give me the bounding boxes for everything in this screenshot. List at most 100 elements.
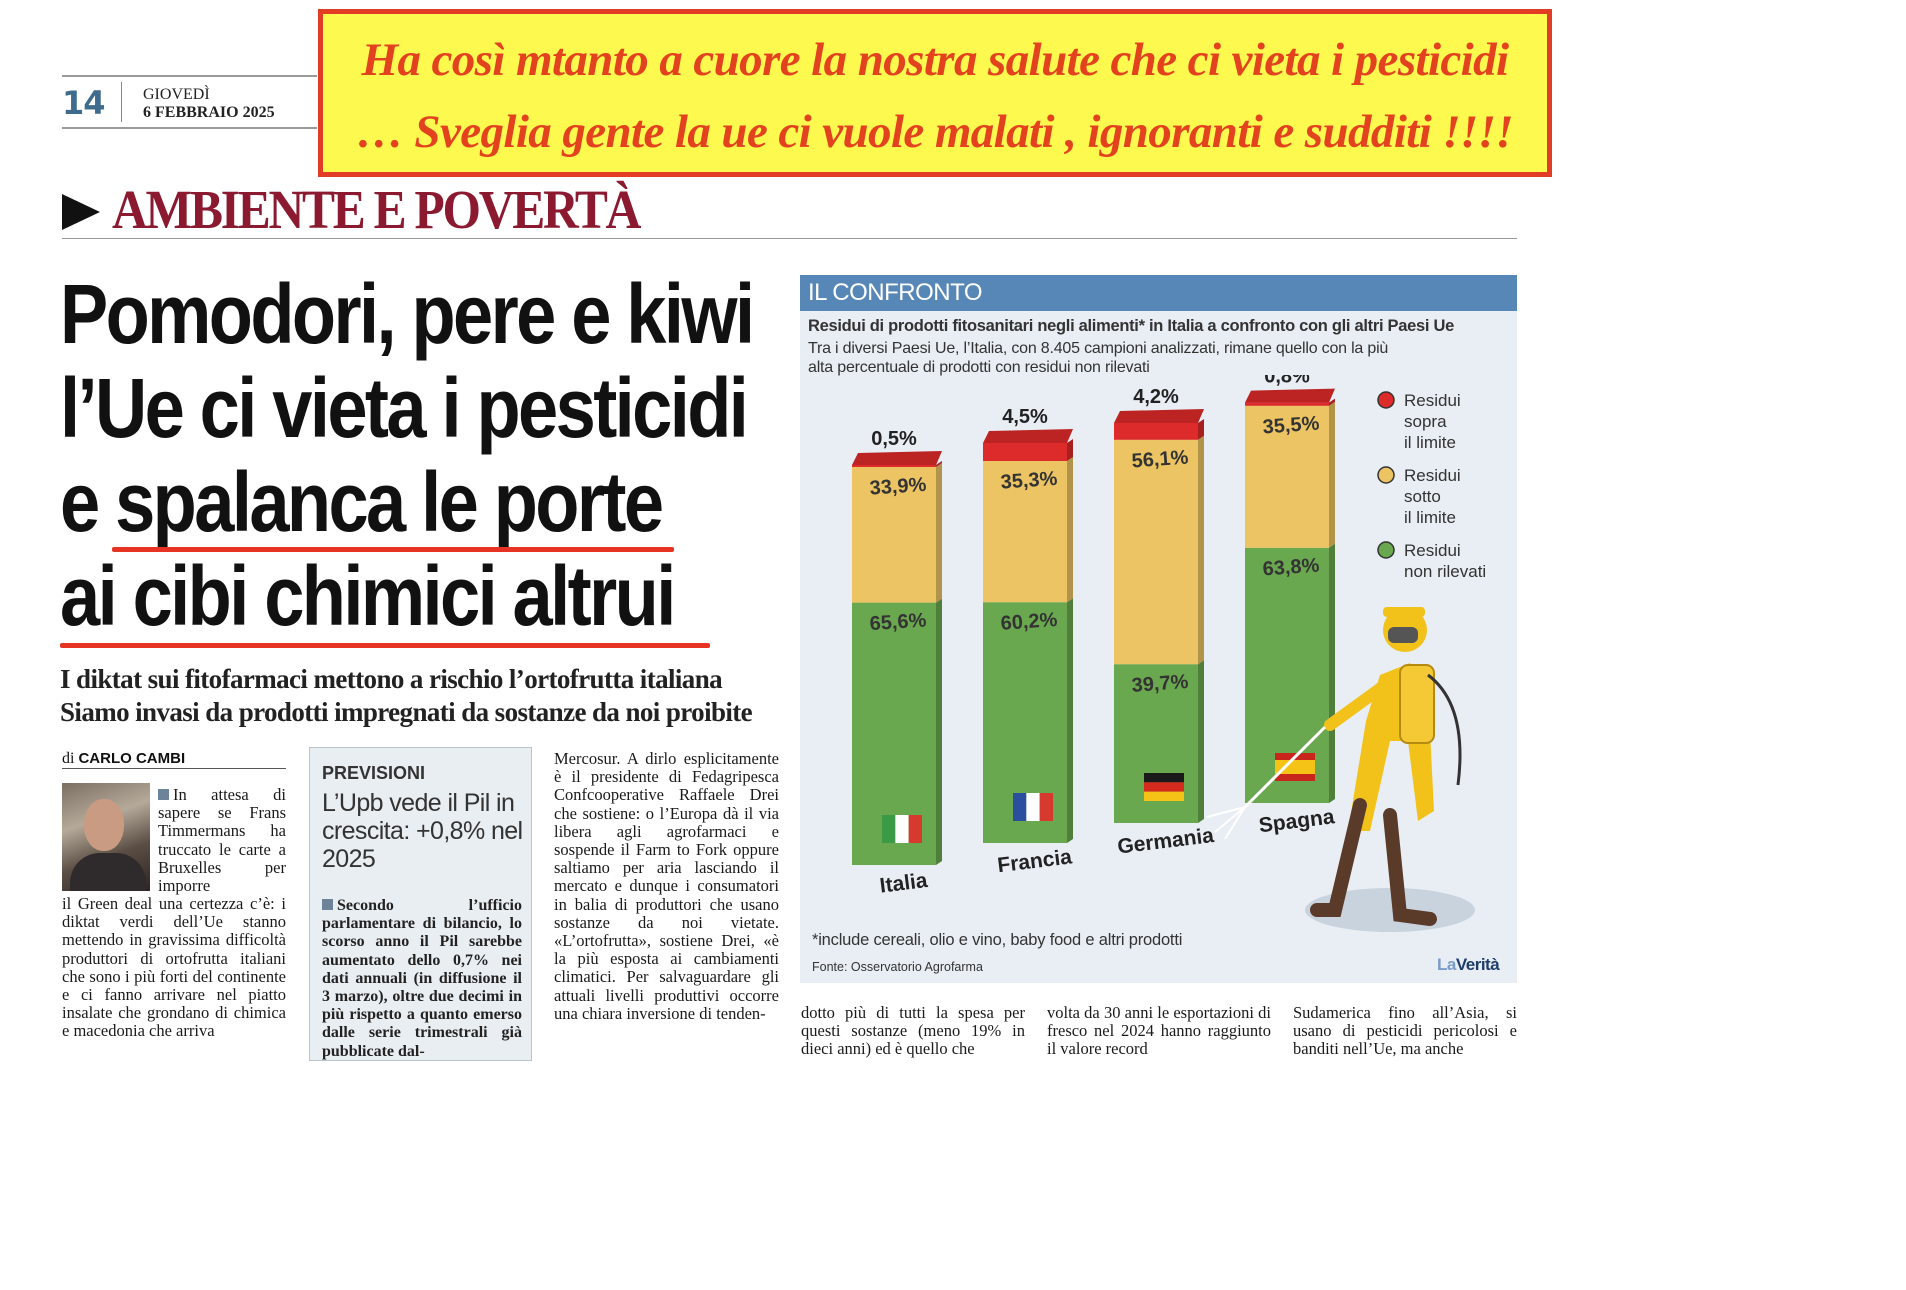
category-label-germania: Germania [1116, 824, 1215, 859]
bar-segment-spagna-2 [1245, 402, 1329, 406]
sidebar-label: PREVISIONI [322, 763, 426, 783]
legend-label-0-2: il limite [1404, 433, 1456, 452]
paragraph-marker-icon [158, 789, 169, 800]
legend-swatch-2 [1377, 541, 1395, 559]
article-column-4: dotto più di tutti la spesa per questi s… [801, 1003, 1025, 1059]
flag-stripe-italia [908, 815, 922, 843]
infographic-label: IL CONFRONTO [808, 279, 983, 306]
bar-top-germania [1114, 409, 1204, 423]
section-rule [62, 238, 1517, 239]
flag-stripe-germania [1144, 782, 1184, 792]
category-label-francia: Francia [996, 845, 1073, 877]
section-title: AMBIENTE E POVERTÀ [112, 179, 641, 240]
bar-segment-spagna-1 [1245, 405, 1329, 548]
legend-swatch-1 [1377, 466, 1395, 484]
flag-stripe-italia [882, 815, 896, 843]
bar-side-italia-1 [936, 463, 942, 603]
byline-prefix: di [62, 750, 75, 767]
infographic-header-bar [800, 275, 1517, 311]
data-label-spagna-2: 0,8% [1264, 375, 1310, 388]
article-column-5: volta da 30 anni le esportazioni di fres… [1047, 1003, 1271, 1059]
legend-label-0-1: sopra [1404, 412, 1447, 431]
subheadline-line-1: I diktat sui fitofarmaci mettono a risch… [60, 664, 723, 694]
legend-label-2-1: non rilevati [1404, 562, 1486, 581]
data-label-italia-1: 33,9% [869, 474, 927, 500]
flag-stripe-francia [1039, 793, 1053, 821]
page-number: 14 [62, 84, 106, 122]
article-column-3: Mercosur. A dirlo esplicitamente è il pr… [554, 749, 779, 1023]
legend-label-2-0: Residui [1404, 541, 1461, 560]
overlay-banner: Ha così mtanto a cuore la nostra salute … [318, 9, 1552, 177]
byline-author: CARLO CAMBI [78, 750, 186, 767]
header-top-rule [62, 75, 317, 77]
subheadline-line-2: Siamo invasi da prodotti impregnati da s… [60, 697, 753, 727]
data-label-francia-2: 4,5% [1002, 406, 1048, 428]
bar-segment-italia-1 [852, 467, 936, 603]
stacked-bar-chart: 65,6% 33,9% 0,5% Italia 60,2% 35,3% 4,5% Franci… [852, 375, 1486, 932]
data-label-germania-0: 39,7% [1131, 671, 1189, 697]
data-label-spagna-0: 63,8% [1262, 555, 1320, 581]
bar-top-spagna [1245, 388, 1335, 403]
banner-line-2: … Sveglia gente la ue ci vuole malati , … [356, 106, 1514, 158]
bar-segment-francia-1 [983, 461, 1067, 603]
paragraph-marker-icon [322, 899, 333, 910]
bar-segment-francia-2 [983, 443, 1067, 461]
headline-underline-1 [112, 547, 674, 552]
data-label-germania-1: 56,1% [1131, 447, 1189, 473]
data-label-francia-1: 35,3% [1000, 468, 1058, 494]
header-separator [121, 82, 122, 122]
header-day: GIOVEDÌ [143, 86, 210, 103]
legend-label-1-2: il limite [1404, 508, 1456, 527]
headline-underline-2 [60, 643, 710, 648]
sidebar-body: Secondo l’ufficio parlamentare di bilanc… [322, 897, 522, 1060]
headline-line-3: e spalanca le porte [60, 455, 664, 549]
data-label-italia-2: 0,5% [871, 428, 917, 450]
chart-title: Residui di prodotti fitosanitari negli a… [808, 317, 1454, 335]
byline: di CARLO CAMBI [62, 750, 185, 768]
bar-side-germania-2 [1198, 419, 1204, 440]
header-date: 6 FEBBRAIO 2025 [143, 104, 275, 121]
category-label-spagna: Spagna [1258, 805, 1336, 837]
bar-side-spagna-2 [1329, 398, 1335, 406]
headline-line-2: l’Ue ci vieta i pesticidi [60, 361, 749, 455]
bar-side-francia-1 [1067, 457, 1073, 603]
bar-segment-germania-2 [1114, 423, 1198, 440]
article-column-1: il Green deal una certezza c’è: i diktat… [62, 894, 286, 1041]
sprayer-worker-illustration [1206, 607, 1475, 932]
legend-label-1-0: Residui [1404, 466, 1461, 485]
author-photo [62, 783, 150, 891]
sidebar-box [309, 747, 532, 1061]
chart-subtitle-line-1: Tra i diversi Paesi Ue, l’Italia, con 8.… [808, 340, 1389, 357]
flag-stripe-francia [1026, 793, 1040, 821]
data-label-italia-0: 65,6% [869, 609, 927, 635]
chart-source: Fonte: Osservatorio Agrofarma [812, 960, 983, 974]
chart-subtitle-line-2: alta percentuale di prodotti con residui… [808, 359, 1150, 376]
bar-side-spagna-1 [1329, 401, 1335, 548]
legend-label-0-0: Residui [1404, 391, 1461, 410]
header-bottom-rule [62, 127, 317, 129]
article-column-6: Sudamerica fino all’Asia, si usano di pe… [1293, 1003, 1517, 1059]
category-label-italia: Italia [878, 869, 929, 898]
chart-footnote: *include cereali, olio e vino, baby food… [812, 931, 1183, 949]
bar-side-italia-0 [936, 598, 942, 865]
banner-line-1: Ha così mtanto a cuore la nostra salute … [361, 34, 1510, 86]
byline-rule [62, 768, 286, 769]
data-label-germania-2: 4,2% [1133, 386, 1179, 408]
bar-top-francia [983, 429, 1073, 443]
flag-stripe-spagna [1275, 760, 1315, 774]
bar-segment-italia-2 [852, 465, 936, 467]
flag-stripe-francia [1013, 793, 1027, 821]
bar-segment-germania-1 [1114, 439, 1198, 665]
headline-line-1: Pomodori, pere e kiwi [60, 267, 755, 361]
bar-side-germania-1 [1198, 435, 1204, 665]
flag-stripe-germania [1144, 791, 1184, 801]
brand-logo: LaVerità [1437, 955, 1500, 974]
data-label-francia-0: 60,2% [1000, 609, 1058, 635]
headline-line-4: ai cibi chimici altrui [60, 549, 676, 643]
sidebar-title: L’Upb vede il Pil in crescita: +0,8% nel… [322, 789, 523, 873]
data-label-spagna-1: 35,5% [1262, 413, 1320, 439]
bar-side-spagna-0 [1329, 543, 1335, 803]
bar-side-francia-2 [1067, 439, 1073, 461]
flag-stripe-germania [1144, 773, 1184, 783]
bar-side-francia-0 [1067, 598, 1073, 843]
